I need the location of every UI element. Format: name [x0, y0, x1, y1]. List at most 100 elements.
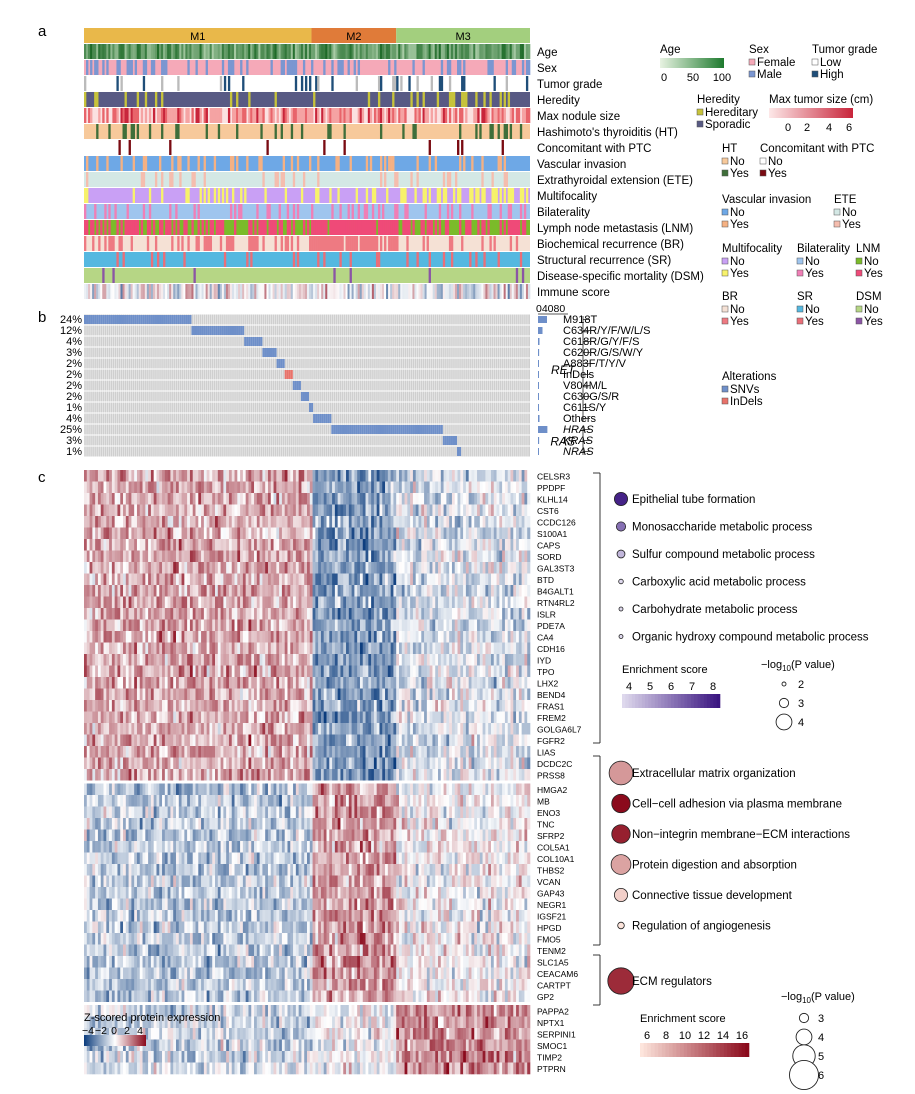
track-cell: [203, 156, 206, 171]
heatmap-cell: [357, 631, 361, 643]
heatmap-cell: [259, 688, 263, 701]
heatmap-cell: [97, 493, 102, 505]
heatmap-cell: [120, 539, 124, 551]
heatmap-cell: [117, 619, 121, 632]
heatmap-cell: [424, 527, 428, 540]
heatmap-cell: [114, 516, 118, 528]
track-cell: [438, 188, 442, 203]
mutation-cell: [278, 359, 281, 368]
heatmap-cell: [354, 596, 358, 609]
heatmap-cell: [259, 654, 263, 666]
heatmap-cell: [125, 688, 129, 701]
heatmap-cell: [189, 481, 194, 494]
track-cell: [199, 44, 202, 59]
heatmap-cell: [195, 562, 199, 574]
heatmap-cell: [329, 631, 333, 643]
heatmap-cell: [237, 642, 241, 655]
track-cell: [436, 92, 440, 107]
heatmap-cell: [128, 539, 132, 551]
heatmap-cell: [223, 527, 227, 540]
track-cell: [444, 220, 448, 235]
heatmap-cell: [507, 539, 511, 551]
heatmap-cell: [379, 481, 383, 494]
heatmap-cell: [393, 573, 397, 586]
track-cell: [219, 44, 223, 59]
heatmap-cell: [496, 516, 500, 528]
heatmap-cell: [385, 677, 389, 689]
heatmap-cell: [220, 631, 224, 643]
heatmap-cell: [502, 573, 506, 586]
track-cell: [459, 60, 462, 75]
heatmap-cell: [234, 585, 238, 597]
heatmap-cell: [432, 470, 436, 482]
track-cell: [124, 44, 127, 59]
heatmap-cell: [496, 493, 500, 505]
legend-item-vi: No: [730, 207, 745, 219]
heatmap-cell: [307, 631, 311, 643]
heatmap-cell: [507, 504, 511, 517]
heatmap-cell: [357, 677, 361, 689]
track-bg: [84, 124, 530, 139]
heatmap-cell: [234, 608, 238, 620]
heatmap-cell: [167, 516, 171, 528]
heatmap-cell: [195, 516, 199, 528]
heatmap-cell: [463, 527, 467, 540]
heatmap-cell: [106, 665, 110, 678]
heatmap-cell: [195, 654, 199, 666]
mutation-cell: [290, 370, 293, 379]
track-cell: [252, 108, 255, 123]
heatmap-cell: [150, 550, 154, 563]
heatmap-cell: [393, 619, 397, 632]
track-cell: [369, 236, 373, 251]
heatmap-cell: [293, 539, 297, 551]
heatmap-cell: [424, 585, 428, 597]
track-cell: [457, 60, 460, 75]
heatmap-cell: [340, 654, 344, 666]
heatmap-cell: [139, 585, 143, 597]
track-cell: [317, 76, 320, 91]
heatmap-cell: [145, 608, 149, 620]
heatmap-cell: [92, 596, 96, 609]
heatmap-cell: [474, 608, 478, 620]
heatmap-cell: [178, 493, 182, 505]
heatmap-cell: [307, 642, 311, 655]
heatmap-cell: [446, 562, 450, 574]
heatmap-cell: [134, 654, 138, 666]
heatmap-cell: [97, 470, 102, 482]
track-cell: [163, 60, 166, 75]
track-cell: [311, 284, 314, 299]
heatmap-cell: [320, 504, 325, 517]
heatmap-cell: [513, 677, 517, 689]
track-cell: [438, 284, 442, 299]
track-cell: [497, 124, 500, 139]
heatmap-cell: [212, 539, 216, 551]
heatmap-cell: [134, 527, 138, 540]
track-cell: [132, 44, 135, 59]
heatmap-cell: [273, 654, 277, 666]
track-cell: [262, 44, 265, 59]
heatmap-cell: [175, 631, 180, 643]
heatmap-cell: [527, 562, 531, 574]
heatmap-cell: [109, 631, 113, 643]
heatmap-cell: [198, 481, 202, 494]
heatmap-cell: [153, 688, 157, 701]
heatmap-cell: [201, 493, 205, 505]
heatmap-cell: [426, 504, 430, 517]
track-cell: [347, 284, 350, 299]
heatmap-cell: [379, 516, 383, 528]
track-cell: [485, 284, 488, 299]
heatmap-cell: [376, 608, 380, 620]
heatmap-cell: [379, 539, 383, 551]
track-cell: [221, 220, 225, 235]
track-cell: [274, 92, 277, 107]
heatmap-cell: [290, 527, 294, 540]
mutation-cell: [161, 315, 164, 324]
track-cell: [120, 220, 123, 235]
track-cell: [377, 204, 381, 219]
mutation-cell: [146, 315, 149, 324]
heatmap-cell: [449, 608, 453, 620]
heatmap-cell: [348, 665, 352, 678]
track-cell: [515, 284, 519, 299]
cluster-label-M2: M2: [346, 31, 361, 43]
heatmap-cell: [212, 631, 216, 643]
